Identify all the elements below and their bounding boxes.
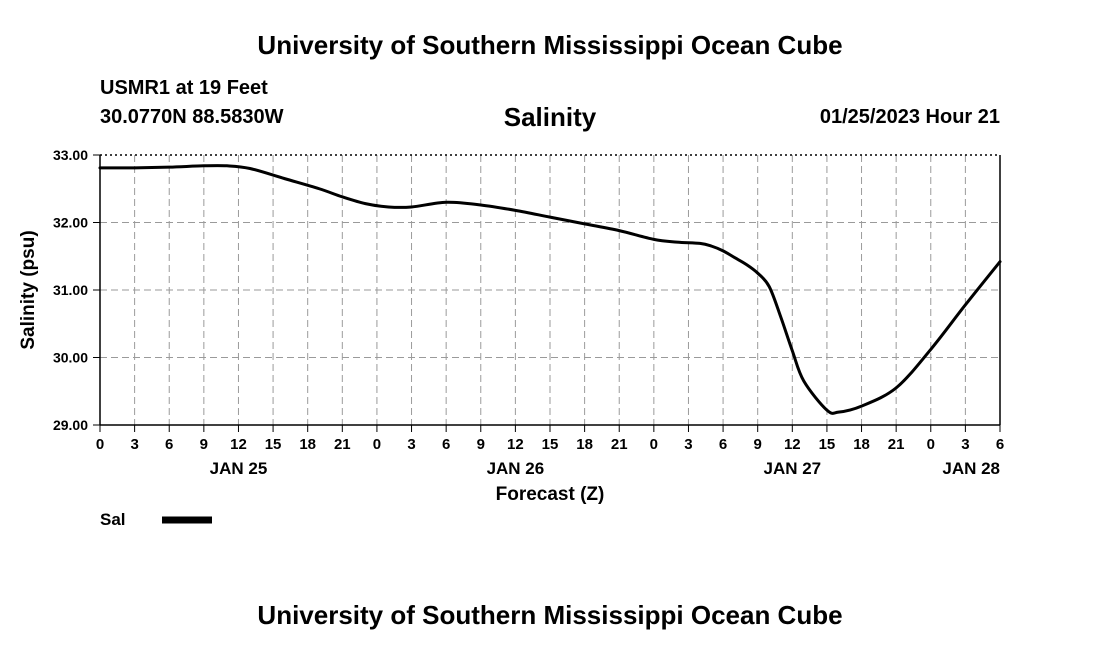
- x-tick-label: 0: [373, 436, 381, 453]
- date-label: JAN 28: [942, 459, 1000, 478]
- x-tick-label: 0: [650, 436, 658, 453]
- x-tick-label: 6: [996, 436, 1004, 453]
- date-label: JAN 27: [763, 459, 821, 478]
- x-tick-label: 9: [200, 436, 208, 453]
- x-tick-label: 6: [165, 436, 173, 453]
- x-tick-label: 21: [334, 436, 351, 453]
- y-tick-label: 29.00: [53, 417, 88, 433]
- x-tick-label: 12: [784, 436, 801, 453]
- y-tick-label: 32.00: [53, 215, 88, 231]
- date-label: JAN 26: [487, 459, 545, 478]
- station-coordinates: 30.0770N 88.5830W: [100, 106, 284, 128]
- x-tick-label: 6: [442, 436, 450, 453]
- x-tick-label: 21: [888, 436, 905, 453]
- date-label: JAN 25: [210, 459, 268, 478]
- x-tick-label: 15: [542, 436, 559, 453]
- x-tick-label: 18: [299, 436, 316, 453]
- footer-title: University of Southern Mississippi Ocean…: [257, 600, 843, 630]
- y-tick-label: 30.00: [53, 350, 88, 366]
- series-line-sal: [98, 164, 1002, 415]
- x-tick-label: 12: [507, 436, 524, 453]
- page-title: University of Southern Mississippi Ocean…: [257, 30, 843, 60]
- x-tick-label: 18: [853, 436, 870, 453]
- x-tick-label: 3: [961, 436, 969, 453]
- station-label: USMR1 at 19 Feet: [100, 77, 268, 99]
- chart-title: Salinity: [503, 102, 597, 132]
- valid-time: 01/25/2023 Hour 21: [819, 106, 1000, 128]
- y-axis-title: Salinity (psu): [18, 230, 39, 349]
- x-tick-label: 15: [265, 436, 282, 453]
- x-tick-label: 12: [230, 436, 247, 453]
- y-tick-label: 31.00: [53, 282, 88, 298]
- x-axis-title: Forecast (Z): [496, 484, 605, 505]
- x-tick-label: 3: [684, 436, 692, 453]
- x-tick-label: 3: [130, 436, 138, 453]
- x-tick-label: 21: [611, 436, 628, 453]
- x-tick-label: 0: [927, 436, 935, 453]
- x-tick-label: 9: [754, 436, 762, 453]
- x-tick-label: 3: [407, 436, 415, 453]
- y-tick-label: 33.00: [53, 147, 88, 163]
- x-tick-label: 6: [719, 436, 727, 453]
- x-tick-label: 15: [819, 436, 836, 453]
- x-tick-label: 18: [576, 436, 593, 453]
- x-tick-label: 9: [477, 436, 485, 453]
- legend-label: Sal: [100, 510, 126, 529]
- x-tick-label: 0: [96, 436, 104, 453]
